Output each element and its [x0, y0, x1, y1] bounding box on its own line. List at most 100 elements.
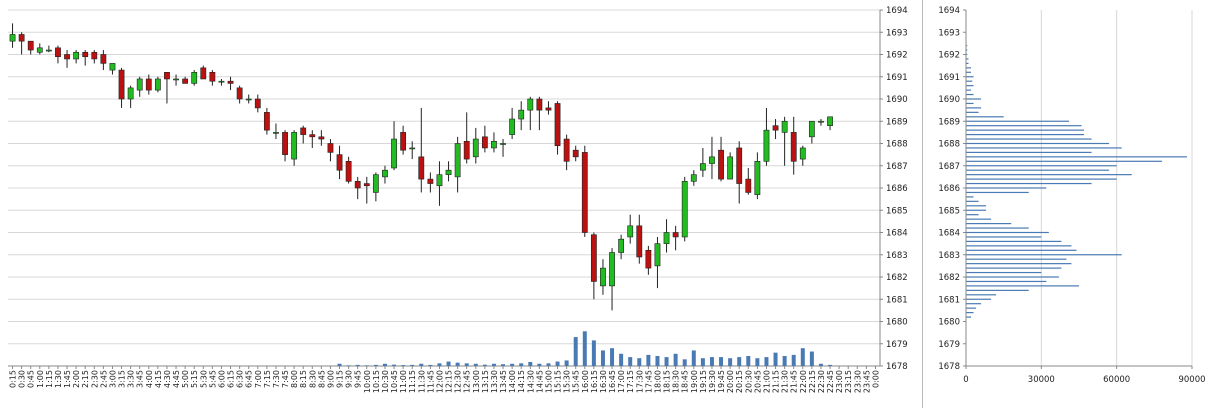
profile-bar [966, 129, 1085, 131]
x-tick-label: 14:00 [508, 370, 517, 393]
y-tick-label: 1681 [886, 295, 908, 305]
x-tick-label: 5:45 [208, 370, 217, 388]
candle-body [91, 51, 98, 60]
candle-body [173, 78, 179, 81]
x-tick-label: 13:30 [490, 370, 499, 393]
y-tick-label: 1685 [938, 206, 960, 216]
volume-bar [773, 352, 778, 366]
x-tick-label: 8:30 [308, 370, 317, 388]
candle-body [509, 118, 516, 135]
candle-body [300, 127, 307, 135]
x-tick-label: 0:30 [18, 370, 27, 388]
x-tick-label: 19:30 [708, 370, 717, 393]
x-tick-label: 3:45 [136, 370, 145, 388]
profile-bar [966, 98, 982, 100]
x-tick-label: 17:30 [635, 370, 644, 393]
candle-body [118, 69, 125, 100]
candle-body [409, 147, 416, 150]
profile-bar [966, 156, 1187, 158]
candle-body [109, 63, 116, 71]
volume-bar [510, 363, 515, 366]
y-tick-label: 1683 [938, 251, 960, 261]
profile-bar [966, 182, 1092, 185]
candle-body [527, 98, 534, 111]
volume-bars [337, 331, 833, 366]
x-tick-label: 13:00 [472, 370, 481, 393]
candle-body [745, 178, 752, 193]
x-tick-label: 6:15 [227, 370, 236, 388]
profile-bar [966, 245, 1072, 247]
profile-bar [966, 107, 982, 109]
profile-bar [966, 285, 1079, 287]
volume-bar [691, 350, 696, 366]
candle-body [536, 98, 543, 111]
x-tick-label: 12:15 [445, 370, 454, 393]
volume-bar [619, 353, 624, 366]
profile-bar [966, 223, 1012, 225]
profile-bar [966, 89, 972, 91]
candle-body [563, 138, 570, 162]
candle-body [164, 72, 170, 80]
x-tick-label: 1:45 [63, 370, 72, 388]
x-tick-label: 17:00 [617, 370, 626, 393]
y-tick-label: 1687 [886, 162, 908, 172]
profile-bar [966, 174, 1132, 176]
y-tick-label: 1686 [938, 184, 960, 194]
y-tick-label: 1684 [938, 229, 960, 239]
candle-body [345, 161, 352, 182]
profile-bar [966, 191, 1029, 194]
x-tick-label: 1:30 [54, 370, 63, 388]
candle-body [18, 34, 25, 42]
x-tick-label: 2:45 [99, 370, 108, 388]
profile-bars [966, 45, 1187, 318]
x-tick-label: 21:15 [772, 370, 781, 393]
y-tick-label: 1687 [938, 162, 960, 172]
y-tick-label: 1688 [886, 140, 908, 150]
x-tick-label: 17:15 [626, 370, 635, 393]
volume-bar [791, 354, 796, 366]
volume-bar [337, 363, 342, 366]
candle-body [818, 120, 824, 123]
x-tick-label: 0:00 [871, 370, 880, 388]
candle-body [654, 243, 661, 267]
volume-bar [664, 357, 669, 366]
profile-bar [966, 240, 1062, 242]
y-tick-label: 1681 [938, 295, 960, 305]
x-tick-label: 0:15 [9, 370, 18, 388]
candle-body [418, 156, 425, 180]
volume-bar [719, 357, 724, 366]
y-tick-label: 1685 [886, 206, 908, 216]
profile-bar [966, 138, 1092, 140]
volume-bar [591, 340, 596, 366]
candle-body [581, 152, 588, 233]
x-tick-label: 0 [963, 375, 968, 385]
profile-bar [966, 205, 987, 207]
profile-bar [966, 312, 974, 314]
y-tick-label: 1679 [938, 340, 960, 350]
profile-bar [966, 120, 1069, 122]
x-tick-label: 19:15 [699, 370, 708, 393]
x-tick-label: 10:15 [372, 370, 381, 393]
x-tick-label: 1:15 [45, 370, 54, 388]
candle-body [663, 232, 670, 244]
x-tick-label: 22:30 [817, 370, 826, 393]
profile-bar [966, 316, 972, 318]
x-tick-label: 5:30 [199, 370, 208, 388]
x-tick-label: 7:45 [281, 370, 290, 388]
profile-bar [966, 303, 982, 305]
profile-bar [966, 307, 977, 309]
volume-bar [809, 351, 814, 366]
candle-body [472, 138, 479, 158]
x-tick-label: 6:45 [245, 370, 254, 388]
candle-body [400, 132, 407, 151]
profile-bar [966, 298, 992, 300]
volume-bar [573, 337, 578, 366]
x-tick-label: 3:30 [127, 370, 136, 388]
profile-bar [966, 218, 992, 220]
volume-bar [464, 363, 469, 366]
candle-body [554, 103, 561, 147]
x-tick-label: 60000 [1103, 375, 1130, 385]
volume-bar [491, 363, 496, 366]
y-tick-label: 1693 [886, 28, 908, 38]
profile-volume-axis: 0 30000 60000 90000 [963, 365, 1206, 385]
